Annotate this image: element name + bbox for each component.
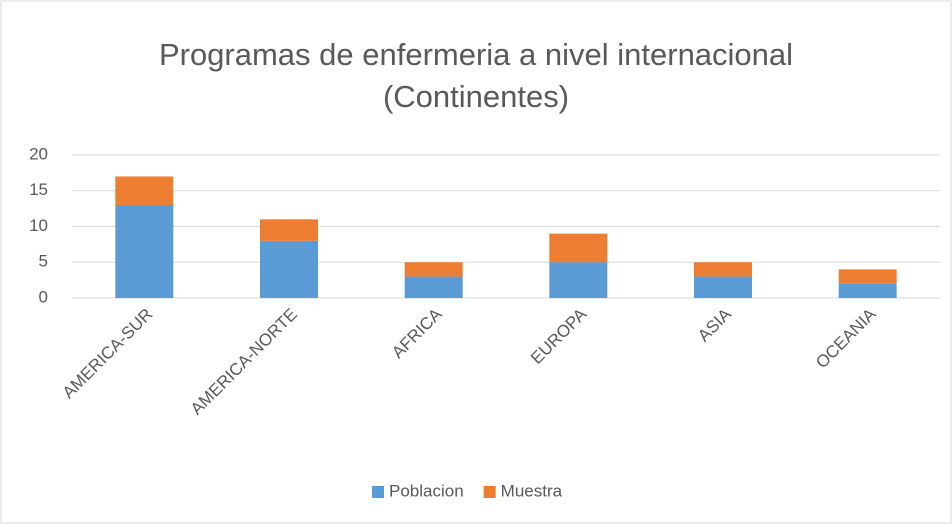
bar-segment	[549, 233, 608, 263]
y-tick-label: 15	[29, 180, 48, 199]
chart-title: Programas de enfermeria a nivel internac…	[158, 37, 794, 114]
bar-segment	[260, 240, 318, 298]
bar-segment	[404, 276, 463, 298]
bar-segment	[838, 283, 897, 298]
y-tick-label: 0	[39, 287, 48, 306]
legend-swatch	[483, 486, 496, 498]
y-tick-label: 5	[39, 252, 48, 271]
legend-label: Poblacion	[389, 481, 464, 500]
bar-segment	[115, 205, 174, 298]
bar-segment	[694, 262, 752, 277]
y-tick-label: 20	[29, 144, 48, 163]
bar-segment	[260, 219, 318, 241]
bar-segment	[115, 176, 174, 206]
legend-label: Muestra	[501, 481, 563, 500]
bar-segment	[694, 276, 752, 298]
bar-segment	[549, 262, 608, 298]
y-tick-label: 10	[29, 216, 48, 235]
legend-swatch	[372, 486, 384, 498]
bar-segment	[404, 262, 463, 277]
bar-segment	[838, 269, 897, 284]
